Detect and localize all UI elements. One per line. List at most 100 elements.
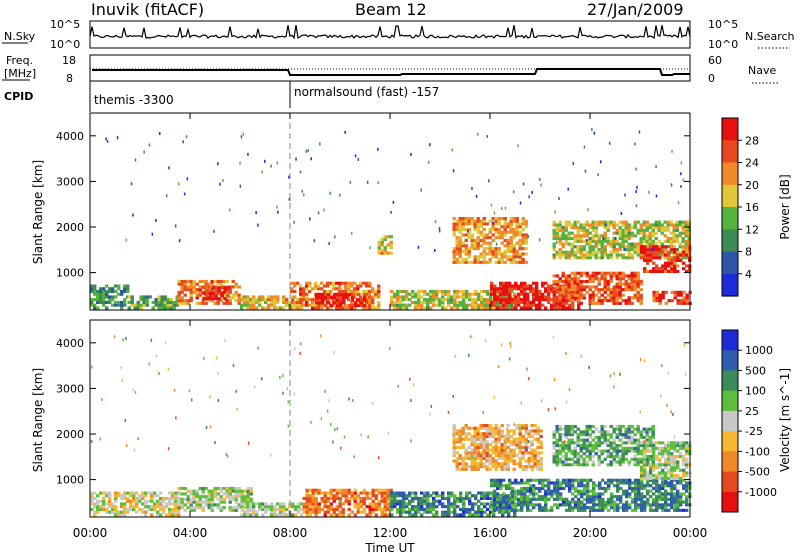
heatmap-cell (499, 287, 503, 291)
heatmap-cell (314, 491, 318, 495)
heatmap-cell (311, 306, 315, 310)
heatmap-cell (649, 256, 653, 260)
heatmap-cell (591, 220, 595, 224)
heatmap-cell (105, 300, 109, 304)
heatmap-cell (479, 230, 483, 234)
heatmap-cell (636, 427, 640, 431)
heatmap-cell (651, 424, 655, 428)
heatmap-cell (588, 256, 592, 260)
heatmap-cell (618, 430, 622, 434)
heatmap-cell (180, 503, 184, 507)
heatmap-cell (527, 235, 529, 239)
heatmap-cell (529, 306, 533, 310)
heatmap-cell (231, 279, 235, 283)
heatmap-cell (636, 185, 638, 189)
heatmap-cell (597, 457, 601, 461)
heatmap-cell (526, 300, 530, 304)
heatmap-cell (664, 484, 668, 488)
heatmap-cell (327, 301, 331, 305)
heatmap-cell (324, 389, 326, 393)
heatmap-cell (503, 445, 507, 449)
heatmap-cell (471, 300, 475, 304)
heatmap-cell (567, 424, 571, 428)
heatmap-cell (459, 295, 463, 299)
heatmap-cell (621, 234, 625, 238)
heatmap-cell (180, 506, 184, 510)
heatmap-cell (636, 438, 640, 442)
heatmap-cell (420, 289, 424, 293)
heatmap-cell (588, 427, 592, 431)
heatmap-cell (362, 300, 366, 304)
heatmap-cell (683, 343, 686, 347)
heatmap-cell (368, 507, 372, 511)
heatmap-cell (120, 289, 124, 293)
heatmap-cell (192, 288, 196, 292)
heatmap-cell (532, 295, 536, 299)
heatmap-cell (515, 443, 519, 447)
heatmap-cell (426, 507, 430, 511)
heatmap-cell (508, 292, 512, 296)
heatmap-cell (377, 300, 381, 304)
heatmap-cell (675, 239, 679, 243)
heatmap-cell (490, 203, 493, 207)
heatmap-cell (338, 496, 342, 500)
heatmap-cell (494, 230, 498, 234)
beam-title: Beam 12 (355, 0, 427, 19)
heatmap-cell (458, 432, 462, 436)
heatmap-cell (588, 226, 592, 230)
heatmap-cell (541, 399, 543, 403)
heatmap-cell (429, 412, 431, 416)
heatmap-cell (558, 299, 562, 303)
heatmap-cell (417, 507, 421, 511)
heatmap-cell (625, 481, 629, 485)
heatmap-cell (474, 289, 478, 293)
heatmap-cell (410, 439, 412, 443)
heatmap-cell (615, 228, 619, 232)
heatmap-cell (183, 293, 187, 297)
power-heatmap (90, 128, 692, 310)
heatmap-cell (612, 288, 616, 292)
heatmap-cell (267, 507, 271, 511)
heatmap-cell (667, 471, 671, 475)
heatmap-cell (497, 217, 501, 221)
heatmap-cell (636, 293, 640, 297)
heatmap-cell (461, 437, 465, 441)
heatmap-cell (471, 298, 475, 302)
heatmap-cell (639, 226, 643, 230)
heatmap-cell (213, 279, 217, 283)
heatmap-cell (120, 505, 124, 509)
heatmap-cell (591, 301, 595, 305)
heatmap-cell (520, 478, 524, 482)
heatmap-cell (270, 513, 274, 517)
heatmap-cell (217, 289, 221, 293)
heatmap-cell (523, 303, 527, 307)
heatmap-cell (209, 425, 212, 429)
heatmap-cell (423, 491, 427, 495)
heatmap-cell (627, 256, 631, 260)
heatmap-cell (327, 295, 331, 299)
heatmap-cell (468, 502, 472, 506)
heatmap-cell (486, 513, 490, 517)
heatmap-cell (621, 424, 625, 428)
heatmap-cell (612, 438, 616, 442)
heatmap-cell (676, 500, 680, 504)
heatmap-cell (305, 281, 309, 285)
heatmap-cell (213, 229, 215, 233)
heatmap-cell (429, 505, 433, 509)
heatmap-cell (294, 505, 298, 509)
frequency-trace (92, 68, 690, 76)
heatmap-cell (530, 451, 534, 455)
heatmap-cell (640, 452, 644, 456)
heatmap-cell (145, 303, 149, 307)
heatmap-cell (297, 505, 301, 509)
heatmap-cell (447, 510, 451, 514)
heatmap-cell (156, 502, 160, 506)
heatmap-cell (517, 292, 521, 296)
heatmap-cell (570, 288, 574, 292)
heatmap-cell (96, 298, 100, 302)
heatmap-cell (488, 236, 492, 240)
heatmap-cell (485, 424, 489, 428)
heatmap-cell (444, 510, 448, 514)
heatmap-cell (676, 460, 680, 464)
